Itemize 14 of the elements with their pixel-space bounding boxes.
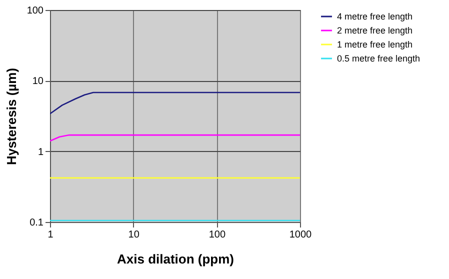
x-tick-label: 10 xyxy=(128,230,140,240)
x-axis-title: Axis dilation (ppm) xyxy=(117,252,234,266)
x-tick-label: 1000 xyxy=(289,230,312,240)
x-tick-label: 100 xyxy=(208,230,226,240)
y-tick-label: 1 xyxy=(38,146,44,158)
x-tick-label: 1 xyxy=(48,230,54,240)
legend-label: 1 metre free length xyxy=(337,40,413,50)
legend-label: 2 metre free length xyxy=(337,26,413,36)
legend-label: 0.5 metre free length xyxy=(337,54,420,64)
y-tick-label: 0.1 xyxy=(30,218,44,228)
y-tick-label: 10 xyxy=(32,76,44,88)
legend-label: 4 metre free length xyxy=(337,12,413,22)
y-tick-label: 100 xyxy=(26,6,44,16)
y-axis-title: Hysteresis (µm) xyxy=(4,68,19,166)
